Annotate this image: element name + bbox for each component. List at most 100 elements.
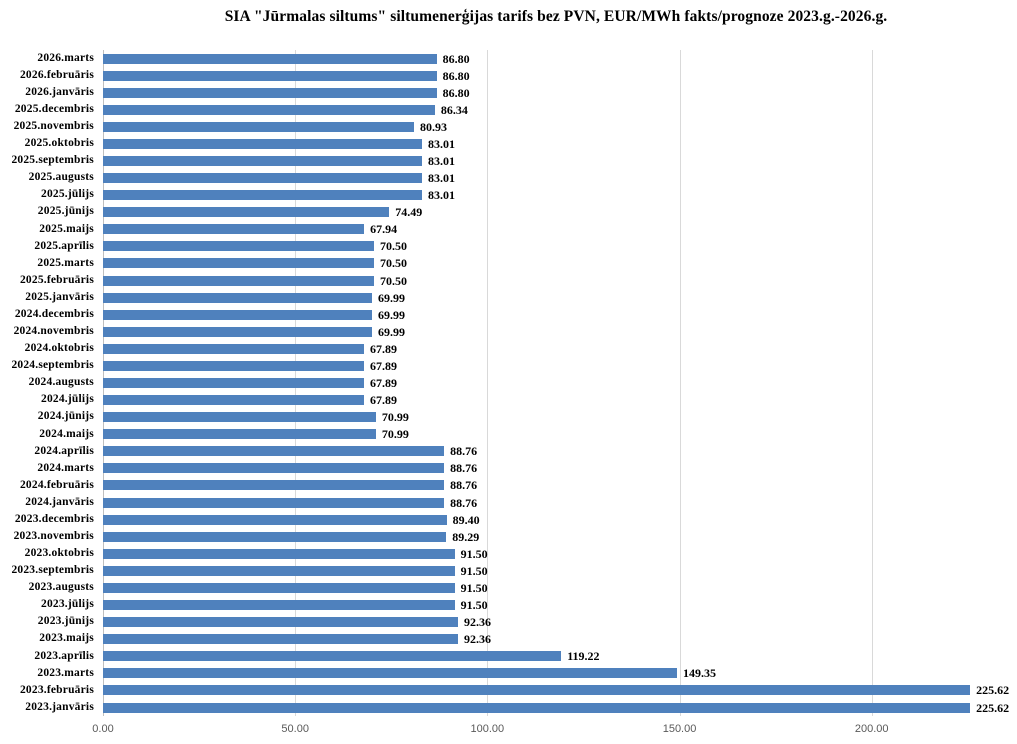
- value-label: 86.80: [442, 68, 470, 83]
- value-label: 83.01: [428, 171, 456, 186]
- category-label: 2023.septembris: [11, 564, 94, 577]
- category-label: 2024.februāris: [19, 478, 94, 491]
- bar: [103, 429, 376, 440]
- category-label: 2025.jūlijs: [41, 188, 94, 201]
- category-label: 2024.augusts: [28, 376, 94, 389]
- bar-row: 88.76: [103, 494, 1012, 511]
- category-label: 2023.decembris: [14, 512, 94, 525]
- category-label: 2024.jūlijs: [41, 393, 94, 406]
- bar-row: 67.89: [103, 374, 1012, 391]
- bar-row: 86.34: [103, 101, 1012, 118]
- category-label: 2024.janvāris: [25, 495, 94, 508]
- value-label: 70.99: [381, 410, 409, 425]
- value-label: 67.89: [369, 393, 397, 408]
- bar-row: 70.50: [103, 272, 1012, 289]
- value-label: 88.76: [450, 461, 478, 476]
- value-label: 92.36: [463, 615, 491, 630]
- value-label: 88.76: [450, 478, 478, 493]
- bar: [103, 190, 423, 201]
- gridline: [871, 50, 873, 716]
- category-label: 2025.decembris: [14, 103, 94, 116]
- category-label: 2026.janvāris: [25, 85, 94, 98]
- bar-row: 92.36: [103, 631, 1012, 648]
- category-label: 2024.aprīlis: [34, 444, 94, 457]
- x-axis-tick-label: 0.00: [92, 723, 114, 735]
- bar-row: 91.50: [103, 579, 1012, 596]
- value-label: 67.89: [369, 341, 397, 356]
- value-label: 149.35: [683, 666, 717, 681]
- value-label: 92.36: [463, 632, 491, 647]
- bar-row: 70.99: [103, 409, 1012, 426]
- bar-row: 67.89: [103, 340, 1012, 357]
- bar-row: 88.76: [103, 460, 1012, 477]
- category-label: 2023.oktobris: [24, 547, 94, 560]
- category-label: 2024.maijs: [39, 427, 94, 440]
- category-label: 2025.marts: [37, 256, 94, 269]
- category-label: 2024.novembris: [13, 325, 94, 338]
- bar-row: 88.76: [103, 477, 1012, 494]
- value-label: 89.29: [452, 529, 480, 544]
- bar: [103, 548, 455, 559]
- category-label: 2024.septembris: [11, 359, 94, 372]
- category-label: 2023.augusts: [28, 581, 94, 594]
- bar: [103, 702, 971, 713]
- bar-row: 92.36: [103, 614, 1012, 631]
- category-label: 2025.novembris: [13, 120, 94, 133]
- bar: [103, 207, 390, 218]
- bar: [103, 224, 365, 235]
- bar-row: 67.94: [103, 221, 1012, 238]
- value-label: 86.80: [442, 51, 470, 66]
- bar-row: 69.99: [103, 289, 1012, 306]
- category-label: 2025.februāris: [19, 273, 94, 286]
- bar-row: 89.40: [103, 511, 1012, 528]
- value-label: 83.01: [428, 188, 456, 203]
- bar: [103, 378, 364, 389]
- bar: [103, 292, 372, 303]
- value-label: 70.50: [379, 273, 407, 288]
- bar: [103, 156, 423, 166]
- bar-row: 83.01: [103, 135, 1012, 152]
- bar: [103, 70, 437, 81]
- category-label: 2023.maijs: [39, 632, 94, 645]
- value-label: 69.99: [378, 324, 405, 339]
- value-label: 83.01: [428, 136, 456, 151]
- bar-row: 88.76: [103, 443, 1012, 460]
- value-label: 88.76: [450, 444, 478, 459]
- category-label: 2023.jūnijs: [37, 615, 94, 628]
- bar: [103, 53, 437, 64]
- value-label: 83.01: [428, 154, 456, 168]
- gridline: [487, 50, 489, 716]
- bar: [103, 531, 447, 542]
- bar-row: 69.99: [103, 323, 1012, 340]
- category-label: 2024.oktobris: [24, 342, 94, 355]
- value-label: 70.50: [379, 256, 407, 271]
- bar-row: 91.50: [103, 562, 1012, 579]
- bar: [103, 173, 423, 184]
- bar-row: 83.01: [103, 170, 1012, 187]
- category-label: 2025.jūnijs: [37, 205, 94, 218]
- x-axis-tick-label: 50.00: [281, 723, 309, 735]
- bar: [103, 634, 458, 645]
- bar: [103, 582, 455, 593]
- bar-row: 89.29: [103, 528, 1012, 545]
- value-label: 67.89: [369, 376, 397, 391]
- value-label: 89.40: [452, 512, 480, 527]
- category-label: 2025.augusts: [28, 171, 94, 184]
- bar-row: 70.99: [103, 426, 1012, 443]
- value-label: 69.99: [378, 290, 405, 305]
- bar: [103, 343, 364, 354]
- value-label: 67.94: [370, 222, 398, 237]
- bar: [103, 565, 455, 576]
- value-label: 69.99: [378, 307, 405, 322]
- bar-row: 70.50: [103, 238, 1012, 255]
- value-label: 80.93: [420, 119, 448, 134]
- bar: [103, 685, 971, 696]
- bar: [103, 121, 415, 132]
- bar-row: 67.89: [103, 357, 1012, 374]
- category-label: 2024.decembris: [14, 307, 94, 320]
- category-label: 2025.maijs: [39, 222, 94, 235]
- x-axis-tick-label: 150.00: [662, 723, 697, 735]
- bar-row: 119.22: [103, 648, 1012, 665]
- bar: [103, 395, 364, 406]
- bar: [103, 309, 372, 320]
